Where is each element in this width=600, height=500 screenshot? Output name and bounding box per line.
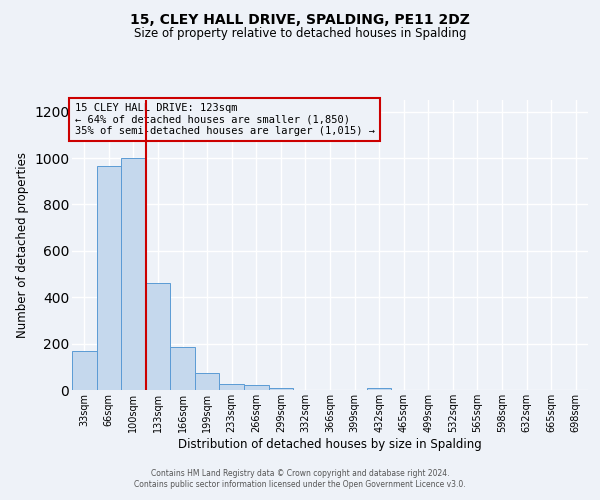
Text: Contains HM Land Registry data © Crown copyright and database right 2024.: Contains HM Land Registry data © Crown c… — [151, 468, 449, 477]
Y-axis label: Number of detached properties: Number of detached properties — [16, 152, 29, 338]
Bar — [146, 284, 170, 390]
Bar — [367, 388, 391, 390]
Bar — [97, 166, 121, 390]
Bar — [170, 347, 195, 390]
X-axis label: Distribution of detached houses by size in Spalding: Distribution of detached houses by size … — [178, 438, 482, 450]
Bar — [195, 372, 220, 390]
Text: 15 CLEY HALL DRIVE: 123sqm
← 64% of detached houses are smaller (1,850)
35% of s: 15 CLEY HALL DRIVE: 123sqm ← 64% of deta… — [74, 103, 374, 136]
Text: 15, CLEY HALL DRIVE, SPALDING, PE11 2DZ: 15, CLEY HALL DRIVE, SPALDING, PE11 2DZ — [130, 12, 470, 26]
Bar — [269, 388, 293, 390]
Bar — [220, 384, 244, 390]
Bar — [72, 350, 97, 390]
Bar — [244, 386, 269, 390]
Text: Size of property relative to detached houses in Spalding: Size of property relative to detached ho… — [134, 28, 466, 40]
Bar — [121, 158, 146, 390]
Text: Contains public sector information licensed under the Open Government Licence v3: Contains public sector information licen… — [134, 480, 466, 489]
